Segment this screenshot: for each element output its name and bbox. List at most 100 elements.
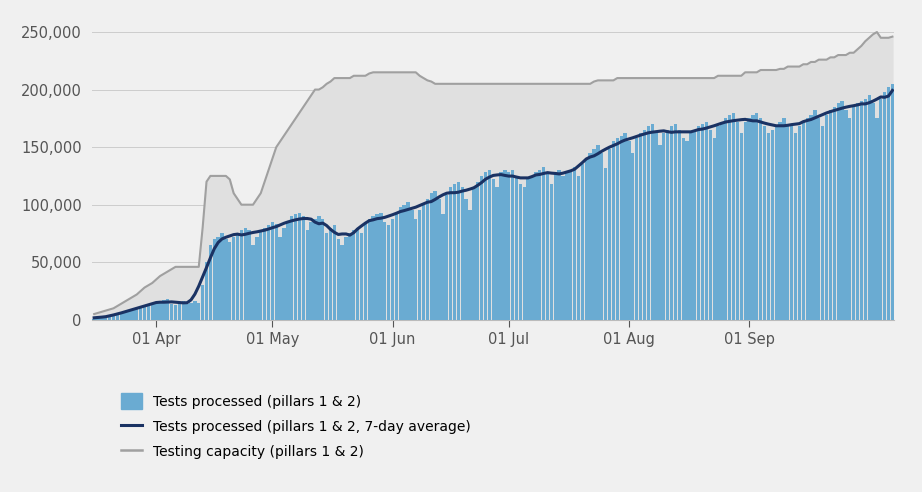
Bar	[488, 170, 491, 320]
Bar	[407, 202, 409, 320]
Bar	[751, 115, 754, 320]
Legend: Tests processed (pillars 1 & 2), Tests processed (pillars 1 & 2, 7-day average),: Tests processed (pillars 1 & 2), Tests p…	[115, 388, 476, 465]
Bar	[728, 115, 731, 320]
Bar	[266, 225, 270, 320]
Bar	[375, 214, 379, 320]
Bar	[627, 141, 631, 320]
Bar	[852, 107, 856, 320]
Bar	[553, 173, 557, 320]
Bar	[430, 193, 433, 320]
Bar	[534, 173, 538, 320]
Bar	[379, 213, 383, 320]
Bar	[577, 176, 580, 320]
Bar	[442, 214, 444, 320]
Bar	[325, 234, 328, 320]
Bar	[794, 133, 798, 320]
Bar	[503, 170, 506, 320]
Bar	[213, 239, 216, 320]
Bar	[329, 228, 332, 320]
Bar	[600, 153, 603, 320]
Bar	[472, 187, 476, 320]
Bar	[732, 113, 735, 320]
Bar	[813, 110, 817, 320]
Bar	[445, 195, 448, 320]
Bar	[313, 218, 316, 320]
Bar	[116, 314, 119, 320]
Bar	[286, 222, 290, 320]
Bar	[840, 101, 844, 320]
Bar	[368, 218, 371, 320]
Bar	[310, 222, 313, 320]
Bar	[100, 317, 103, 320]
Bar	[558, 170, 561, 320]
Bar	[550, 184, 553, 320]
Bar	[859, 101, 863, 320]
Bar	[217, 237, 219, 320]
Bar	[724, 119, 727, 320]
Bar	[321, 218, 325, 320]
Bar	[356, 228, 360, 320]
Bar	[748, 119, 751, 320]
Bar	[658, 145, 662, 320]
Bar	[205, 262, 208, 320]
Bar	[507, 173, 511, 320]
Bar	[426, 199, 429, 320]
Bar	[755, 113, 759, 320]
Bar	[131, 309, 135, 320]
Bar	[352, 230, 355, 320]
Bar	[403, 205, 406, 320]
Bar	[774, 126, 778, 320]
Bar	[484, 173, 487, 320]
Bar	[643, 130, 646, 320]
Bar	[189, 303, 193, 320]
Bar	[767, 133, 770, 320]
Bar	[806, 119, 809, 320]
Bar	[294, 214, 297, 320]
Bar	[232, 237, 235, 320]
Bar	[845, 110, 847, 320]
Bar	[247, 230, 251, 320]
Bar	[678, 130, 681, 320]
Bar	[468, 211, 472, 320]
Bar	[255, 237, 258, 320]
Bar	[136, 308, 138, 320]
Bar	[620, 136, 622, 320]
Bar	[159, 302, 161, 320]
Bar	[240, 230, 243, 320]
Bar	[301, 216, 305, 320]
Bar	[360, 234, 363, 320]
Bar	[433, 191, 437, 320]
Bar	[612, 141, 615, 320]
Bar	[228, 242, 231, 320]
Bar	[252, 245, 254, 320]
Bar	[92, 319, 96, 320]
Bar	[124, 312, 127, 320]
Bar	[476, 182, 479, 320]
Bar	[856, 103, 859, 320]
Bar	[597, 145, 599, 320]
Bar	[868, 95, 870, 320]
Bar	[538, 170, 541, 320]
Bar	[771, 130, 774, 320]
Bar	[224, 239, 228, 320]
Bar	[573, 167, 576, 320]
Bar	[453, 184, 456, 320]
Bar	[298, 213, 301, 320]
Bar	[674, 124, 677, 320]
Bar	[786, 124, 789, 320]
Bar	[709, 130, 712, 320]
Bar	[290, 216, 293, 320]
Bar	[716, 126, 720, 320]
Bar	[519, 184, 522, 320]
Bar	[801, 122, 805, 320]
Bar	[150, 304, 154, 320]
Bar	[108, 316, 112, 320]
Bar	[414, 218, 418, 320]
Bar	[197, 303, 200, 320]
Bar	[112, 315, 115, 320]
Bar	[569, 170, 573, 320]
Bar	[418, 211, 421, 320]
Bar	[139, 307, 142, 320]
Bar	[646, 126, 650, 320]
Bar	[243, 228, 247, 320]
